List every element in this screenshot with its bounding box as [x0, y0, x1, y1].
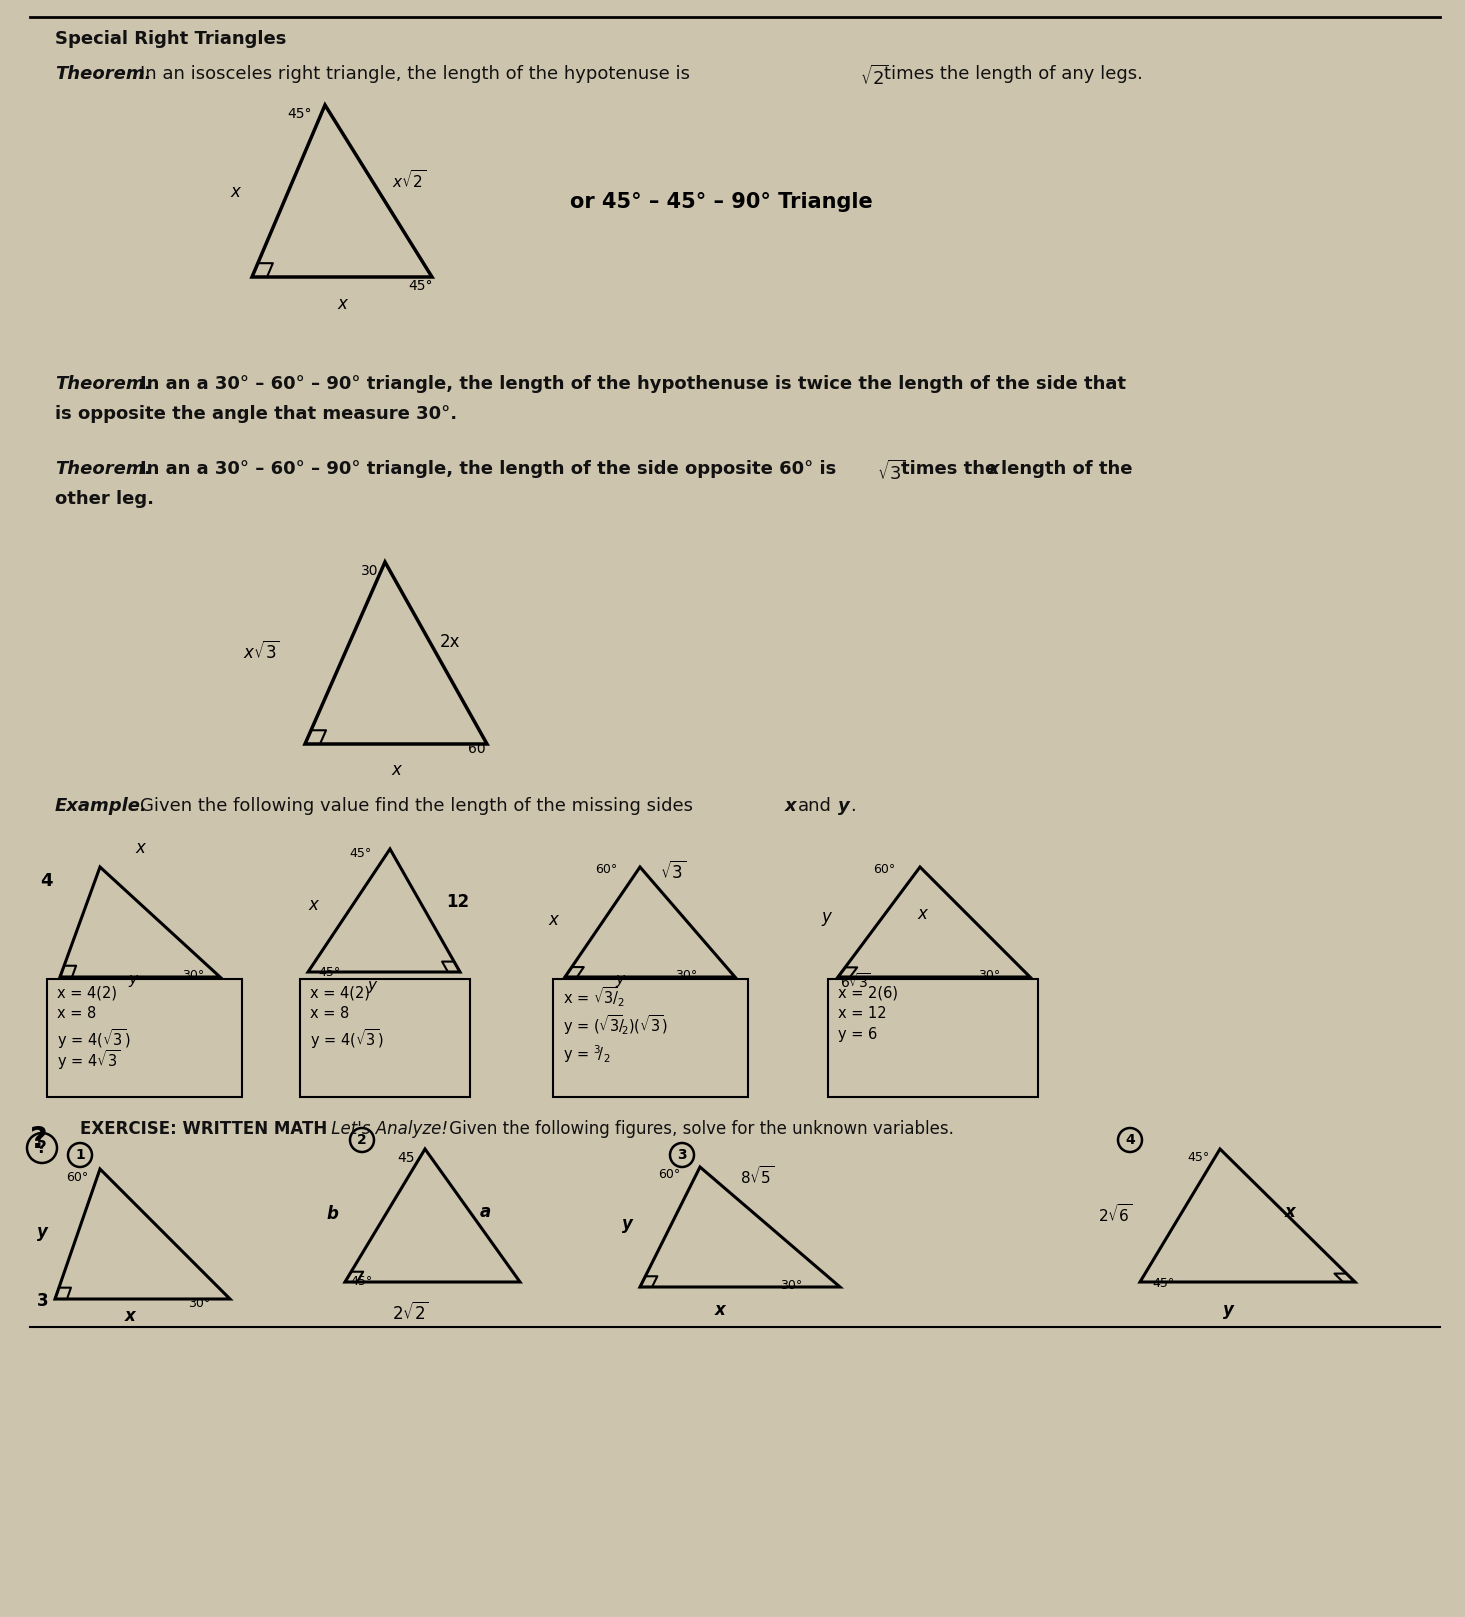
- Text: y = $(\sqrt{3}\!/\!_2)(\sqrt{3})$: y = $(\sqrt{3}\!/\!_2)(\sqrt{3})$: [563, 1012, 668, 1036]
- Text: 8$\sqrt{5}$: 8$\sqrt{5}$: [740, 1164, 775, 1187]
- Text: y: y: [623, 1214, 633, 1234]
- Text: y: y: [127, 972, 138, 986]
- Text: x = 12: x = 12: [838, 1006, 886, 1020]
- Text: 30°: 30°: [182, 969, 204, 982]
- Text: ?: ?: [37, 1138, 47, 1158]
- Text: 1: 1: [75, 1148, 85, 1163]
- Text: x: x: [987, 459, 999, 479]
- Text: $2\sqrt{2}$: $2\sqrt{2}$: [391, 1302, 428, 1324]
- Text: 45°: 45°: [1151, 1277, 1175, 1290]
- Text: 30: 30: [360, 564, 378, 577]
- Text: x = 8: x = 8: [311, 1006, 349, 1020]
- Text: x: x: [715, 1302, 725, 1319]
- Text: 30°: 30°: [675, 969, 697, 982]
- Text: 4: 4: [1125, 1134, 1135, 1146]
- Text: 2x: 2x: [440, 632, 460, 652]
- Text: Let's Analyze!: Let's Analyze!: [327, 1121, 448, 1138]
- Text: x = 4(2): x = 4(2): [311, 985, 371, 999]
- Text: x: x: [391, 762, 401, 779]
- Text: y: y: [368, 978, 377, 993]
- Text: 2: 2: [357, 1134, 366, 1146]
- Text: In an isosceles right triangle, the length of the hypotenuse is: In an isosceles right triangle, the leng…: [141, 65, 690, 82]
- Text: Given the following value find the length of the missing sides: Given the following value find the lengt…: [141, 797, 693, 815]
- Text: In an a 30° – 60° – 90° triangle, the length of the side opposite 60° is: In an a 30° – 60° – 90° triangle, the le…: [141, 459, 837, 479]
- Text: 30°: 30°: [188, 1297, 211, 1310]
- Text: 60°: 60°: [595, 863, 617, 876]
- Text: 60°: 60°: [66, 1171, 88, 1184]
- Text: Given the following figures, solve for the unknown variables.: Given the following figures, solve for t…: [444, 1121, 954, 1138]
- Text: 45°: 45°: [1188, 1151, 1210, 1164]
- Bar: [828, 978, 1039, 1096]
- Text: 45°: 45°: [407, 280, 432, 293]
- Text: Theorem.: Theorem.: [56, 375, 151, 393]
- Text: 45: 45: [397, 1151, 415, 1164]
- Text: 45°: 45°: [287, 107, 312, 121]
- Text: x: x: [337, 294, 347, 314]
- Text: x: x: [125, 1307, 135, 1324]
- Text: 60: 60: [467, 742, 485, 757]
- Text: x: x: [230, 183, 240, 201]
- Text: x = 2(6): x = 2(6): [838, 985, 898, 999]
- Bar: [300, 978, 470, 1096]
- Text: y = 4($\sqrt{3}$): y = 4($\sqrt{3}$): [57, 1027, 130, 1051]
- Text: 60°: 60°: [873, 863, 895, 876]
- Text: 3: 3: [677, 1148, 687, 1163]
- Text: y = 4$\sqrt{3}$: y = 4$\sqrt{3}$: [57, 1048, 120, 1072]
- Text: ?: ?: [29, 1125, 48, 1155]
- Text: y: y: [838, 797, 850, 815]
- Text: y: y: [615, 972, 624, 986]
- Text: 2$\sqrt{6}$: 2$\sqrt{6}$: [1099, 1203, 1132, 1226]
- Text: x: x: [1285, 1203, 1295, 1221]
- Text: x: x: [785, 797, 797, 815]
- Text: EXERCISE: WRITTEN MATH: EXERCISE: WRITTEN MATH: [81, 1121, 327, 1138]
- Text: 45°: 45°: [350, 847, 372, 860]
- Text: or 45° – 45° – 90° Triangle: or 45° – 45° – 90° Triangle: [570, 192, 873, 212]
- Text: $\sqrt{3}$: $\sqrt{3}$: [661, 860, 687, 883]
- Text: 45°: 45°: [350, 1274, 372, 1289]
- Text: $x\sqrt{3}$: $x\sqrt{3}$: [243, 640, 280, 663]
- Text: times the length of any legs.: times the length of any legs.: [883, 65, 1143, 82]
- Text: Theorem.: Theorem.: [56, 459, 151, 479]
- Text: x = 8: x = 8: [57, 1006, 97, 1020]
- Text: $\sqrt{3}$: $\sqrt{3}$: [878, 459, 905, 483]
- Text: x: x: [917, 906, 927, 923]
- Text: and: and: [798, 797, 832, 815]
- Text: length of the: length of the: [1001, 459, 1132, 479]
- Text: 60°: 60°: [658, 1167, 680, 1180]
- Text: 6$\sqrt{3}$: 6$\sqrt{3}$: [839, 972, 870, 991]
- Text: 45°: 45°: [318, 965, 340, 978]
- Text: other leg.: other leg.: [56, 490, 154, 508]
- Bar: [552, 978, 749, 1096]
- Text: x = 4(2): x = 4(2): [57, 985, 117, 999]
- Bar: [47, 978, 242, 1096]
- Text: $x\sqrt{2}$: $x\sqrt{2}$: [393, 170, 426, 191]
- Text: Example.: Example.: [56, 797, 148, 815]
- Text: y: y: [820, 909, 831, 927]
- Text: .: .: [850, 797, 856, 815]
- Text: x = $\sqrt{3}$$\!/$$_2$: x = $\sqrt{3}$$\!/$$_2$: [563, 985, 626, 1009]
- Text: y = 4($\sqrt{3}$): y = 4($\sqrt{3}$): [311, 1027, 384, 1051]
- Text: x: x: [135, 839, 145, 857]
- Text: is opposite the angle that measure 30°.: is opposite the angle that measure 30°.: [56, 404, 457, 424]
- Text: y: y: [1223, 1302, 1234, 1319]
- Text: Special Right Triangles: Special Right Triangles: [56, 31, 286, 49]
- Text: y: y: [37, 1222, 48, 1240]
- Text: 12: 12: [445, 893, 469, 910]
- Text: b: b: [327, 1205, 338, 1222]
- Text: y = $^3\!/_2$: y = $^3\!/_2$: [563, 1043, 611, 1064]
- Text: 4: 4: [41, 872, 53, 889]
- Text: times the: times the: [901, 459, 998, 479]
- Text: In an a 30° – 60° – 90° triangle, the length of the hypothenuse is twice the len: In an a 30° – 60° – 90° triangle, the le…: [141, 375, 1127, 393]
- Text: Theorem.: Theorem.: [56, 65, 151, 82]
- Text: 30°: 30°: [979, 969, 1001, 982]
- Text: x: x: [308, 896, 318, 914]
- Text: 30°: 30°: [779, 1279, 803, 1292]
- Text: a: a: [481, 1203, 491, 1221]
- Text: y = 6: y = 6: [838, 1027, 878, 1041]
- Text: $\sqrt{2}$: $\sqrt{2}$: [860, 65, 888, 89]
- Text: x: x: [548, 910, 558, 930]
- Text: 3: 3: [37, 1292, 48, 1310]
